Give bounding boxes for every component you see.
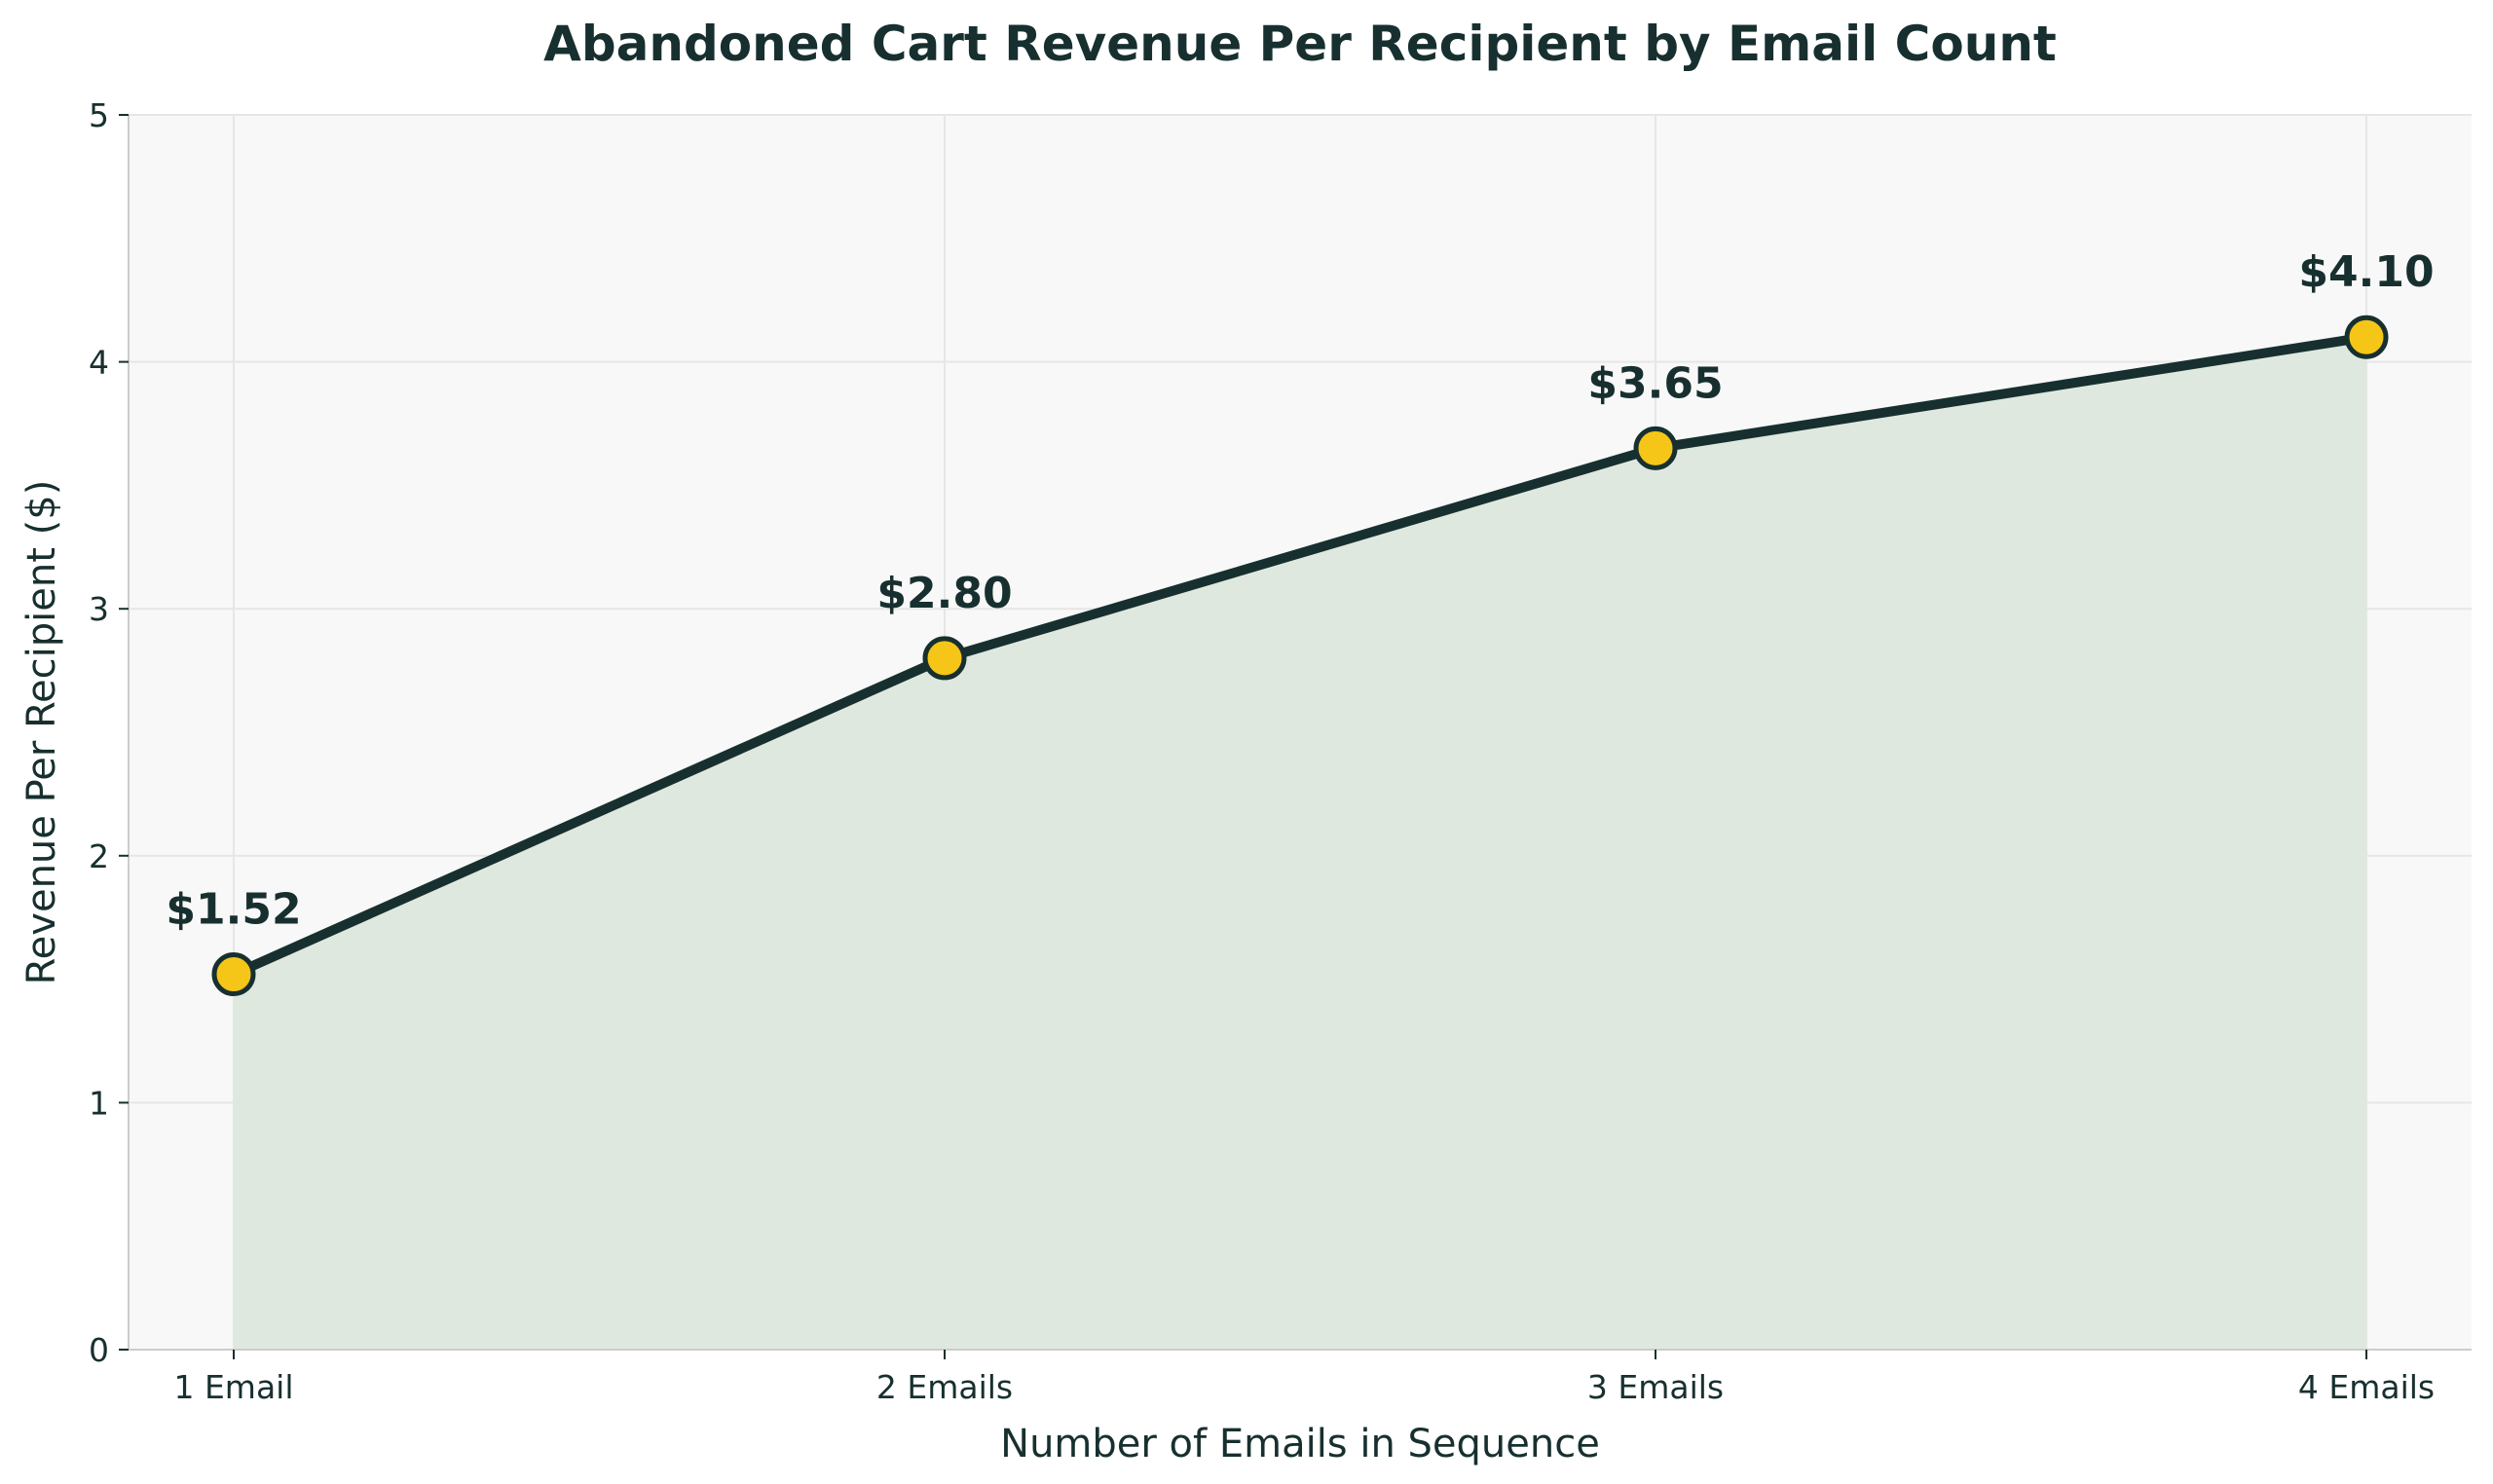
- data-point-marker: [2344, 315, 2389, 359]
- y-tick-label: 1: [89, 1084, 109, 1122]
- data-point-marker: [211, 952, 256, 997]
- x-axis-label: Number of Emails in Sequence: [1000, 1422, 1600, 1466]
- data-label: $3.65: [1587, 358, 1723, 408]
- chart-title: Abandoned Cart Revenue Per Recipient by …: [543, 16, 2057, 72]
- data-label: $1.52: [166, 885, 301, 935]
- y-tick-label: 4: [89, 344, 109, 382]
- y-tick-label: 3: [89, 590, 109, 628]
- data-point-marker: [922, 636, 967, 681]
- data-label: $4.10: [2298, 247, 2434, 297]
- y-ticks: 0 1 2 3 4 5: [89, 96, 129, 1369]
- y-tick-label: 2: [89, 837, 109, 875]
- data-labels: $1.52 $2.80 $3.65 $4.10: [166, 247, 2434, 934]
- x-tick-label: 4 Emails: [2298, 1368, 2435, 1406]
- x-tick-label: 2 Emails: [876, 1368, 1013, 1406]
- x-tick-label: 1 Email: [173, 1368, 293, 1406]
- y-axis-label: Revenue Per Recipient ($): [19, 480, 64, 985]
- y-tick-label: 5: [89, 96, 109, 134]
- data-label: $2.80: [876, 569, 1012, 618]
- data-point-marker: [1633, 426, 1678, 470]
- markers: [211, 315, 2389, 997]
- series-line: [229, 332, 2371, 980]
- x-tick-label: 3 Emails: [1587, 1368, 1724, 1406]
- area-fill: [234, 337, 2366, 1350]
- axes: [128, 115, 2472, 1351]
- x-ticks: 1 Email 2 Emails 3 Emails 4 Emails: [173, 1350, 2435, 1406]
- y-tick-label: 0: [89, 1331, 109, 1369]
